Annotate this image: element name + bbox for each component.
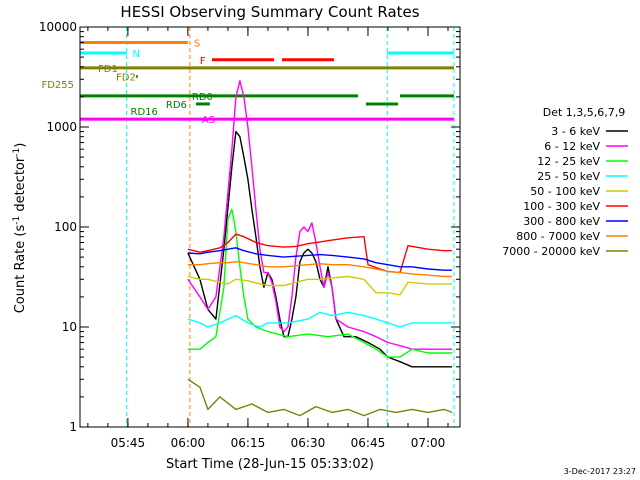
series-line-800-7000-kev	[187, 261, 452, 278]
footer-timestamp: 3-Dec-2017 23:27	[564, 467, 636, 476]
x-tick-label-05-45: 05:45	[111, 436, 146, 450]
y-axis-label-part2: detector	[13, 156, 28, 216]
flag-label-fd1: FD1	[98, 64, 118, 75]
legend-label-300-800-kev: 300 - 800 keV	[523, 215, 600, 228]
legend-label-50-100-kev: 50 - 100 keV	[530, 185, 600, 198]
flag-label-s: S	[194, 38, 200, 49]
y-axis-label: Count Rate (s-1 detector-1)	[12, 143, 28, 314]
x-tick-label-07-00: 07:00	[411, 436, 446, 450]
y-axis-label-sup2: -1	[12, 148, 22, 157]
x-tick-label-06-45: 06:45	[351, 436, 386, 450]
y-tick-label-10000: 10000	[39, 20, 77, 34]
series-line-25-50-kev	[187, 311, 452, 328]
legend-label-6-12-kev: 6 - 12 keV	[544, 140, 600, 153]
flag-label-as: AS	[202, 115, 215, 126]
flag-label-f: F	[200, 56, 206, 67]
legend-label-25-50-kev: 25 - 50 keV	[537, 170, 600, 183]
x-tick-label-06-00: 06:00	[171, 436, 206, 450]
y-axis-label-part1: Count Rate (s	[13, 225, 28, 314]
y-axis-label-group: Count Rate (s-1 detector-1)	[12, 143, 28, 314]
y-tick-label-10: 10	[62, 320, 77, 334]
chart-title: HESSI Observing Summary Count Rates	[120, 3, 419, 21]
legend-label-3-6-kev: 3 - 6 keV	[551, 125, 600, 138]
y-tick-label-100: 100	[54, 220, 77, 234]
series-line-50-100-kev	[187, 275, 452, 296]
series-line-12-25-kev	[187, 208, 452, 358]
series-line-3-6-kev	[187, 130, 452, 368]
legend-label-7000-20000-kev: 7000 - 20000 keV	[502, 245, 600, 258]
legend: 3 - 6 keV 6 - 12 keV 12 - 25 keV 25 - 50 ke…	[502, 125, 628, 258]
y-tick-label-1000: 1000	[46, 120, 77, 134]
flag-label-rd0: RD0	[192, 92, 213, 103]
series-line-300-800-kev	[187, 247, 452, 271]
y-axis-label-sup1: -1	[12, 216, 22, 225]
legend-label-100-300-kev: 100 - 300 keV	[523, 200, 600, 213]
flag-label-fd255: FD255	[41, 80, 74, 91]
flag-label-fd2: FD2	[116, 72, 136, 83]
x-axis-label: Start Time (28-Jun-15 05:33:02)	[166, 457, 374, 472]
flag-label-rd6: RD6	[166, 100, 187, 111]
series-line-100-300-kev	[187, 233, 452, 274]
x-tick-label-06-15: 06:15	[231, 436, 266, 450]
flag-label-n: N	[133, 49, 140, 60]
y-tick-label-1: 1	[69, 420, 77, 434]
legend-label-800-7000-kev: 800 - 7000 keV	[516, 230, 600, 243]
flag-label-rd16: RD16	[131, 107, 158, 118]
series-line-6-12-kev	[187, 80, 452, 350]
legend-title: Det 1,3,5,6,7,9	[543, 106, 626, 119]
axes: 1 10 100 1000 10000 05:45 06:00 06:15 06:30 06:45…	[39, 20, 460, 450]
y-axis-label-part3: )	[13, 143, 28, 148]
series-line-7000-20000-kev	[187, 378, 453, 417]
legend-label-12-25-kev: 12 - 25 keV	[537, 155, 600, 168]
x-tick-label-06-30: 06:30	[291, 436, 326, 450]
